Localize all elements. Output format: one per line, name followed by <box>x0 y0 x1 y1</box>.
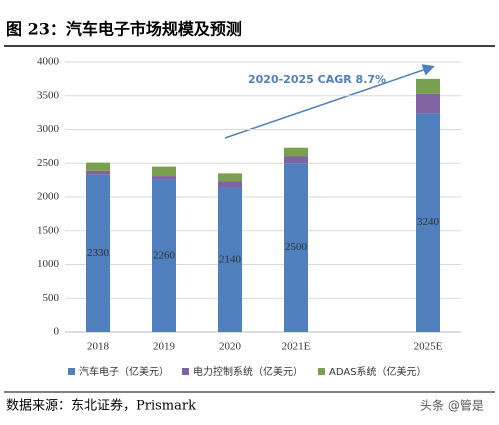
bar-segment <box>152 166 176 177</box>
bar-segment <box>152 176 176 180</box>
y-tick-label: 3000 <box>37 123 60 135</box>
x-tick-label: 2018 <box>87 341 110 353</box>
y-tick-label: 1000 <box>37 258 60 270</box>
legend-label: 电力控制系统（亿美元） <box>193 365 303 378</box>
y-tick-label: 0 <box>54 326 60 338</box>
x-tick-label: 2019 <box>153 341 176 353</box>
x-tick-label: 2020 <box>219 341 242 353</box>
trend-arrow <box>224 64 435 139</box>
legend-label: 汽车电子（亿美元） <box>79 365 169 378</box>
y-tick-label: 4000 <box>37 56 60 68</box>
bar-segment <box>284 147 308 157</box>
bar-segment <box>218 181 242 188</box>
x-tick-label: 2021E <box>282 341 311 353</box>
y-tick-label: 500 <box>43 292 60 304</box>
bar-segment <box>86 162 110 171</box>
y-tick-label: 2000 <box>37 191 60 203</box>
x-tick-label: 2025E <box>414 341 443 353</box>
chart-title: 图 23：汽车电子市场规模及预测 <box>6 20 242 39</box>
data-label: 2140 <box>219 253 242 265</box>
bar-segment <box>284 163 308 332</box>
data-label: 3240 <box>417 216 440 228</box>
bar-segment <box>416 113 440 332</box>
bar-segment <box>284 156 308 164</box>
annotation: 2020-2025 CAGR 8.7% <box>248 73 386 86</box>
watermark: 头条 @管是 <box>420 398 484 413</box>
bar-segment <box>218 187 242 332</box>
bar-segment <box>86 170 110 175</box>
bar-segment <box>152 179 176 332</box>
legend-label: ADAS系统（亿美元） <box>329 365 427 378</box>
y-tick-label: 1500 <box>37 224 60 236</box>
bar-segment <box>218 173 242 182</box>
source: 数据来源：东北证券，Prismark <box>6 398 196 414</box>
legend-swatch <box>182 368 189 375</box>
data-label: 2330 <box>87 247 110 259</box>
legend-swatch <box>68 368 75 375</box>
bar-segment <box>86 174 110 332</box>
data-label: 2260 <box>153 249 176 261</box>
y-tick-label: 3500 <box>37 89 60 101</box>
legend-swatch <box>318 368 325 375</box>
data-label: 2500 <box>285 241 308 253</box>
y-tick-label: 2500 <box>37 157 60 169</box>
bar-segment <box>416 78 440 94</box>
bar-segment <box>416 93 440 114</box>
